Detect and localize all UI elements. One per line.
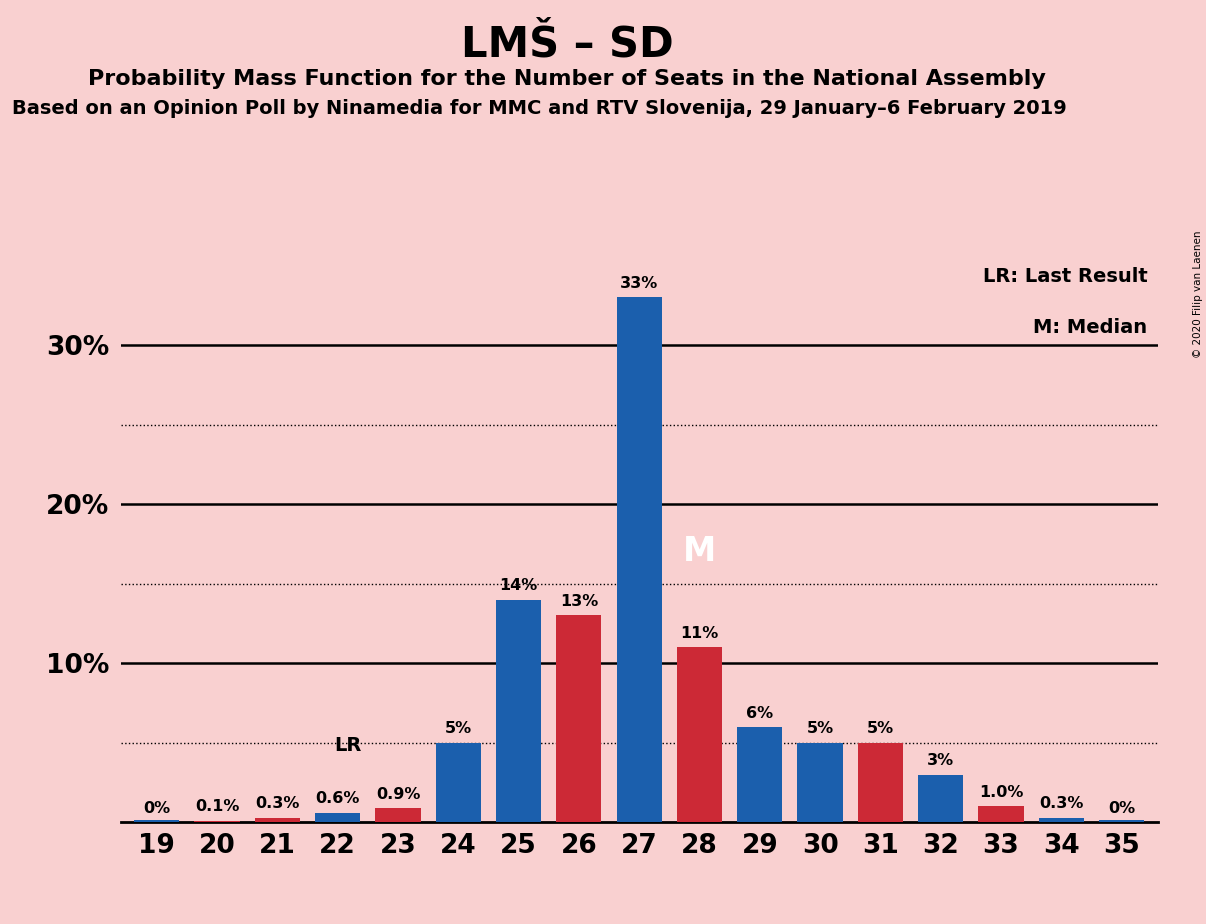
Bar xyxy=(1038,818,1084,822)
Text: Based on an Opinion Poll by Ninamedia for MMC and RTV Slovenija, 29 January–6 Fe: Based on an Opinion Poll by Ninamedia fo… xyxy=(12,99,1067,118)
Bar xyxy=(918,774,964,822)
Bar xyxy=(375,808,421,822)
Bar xyxy=(857,743,903,822)
Bar xyxy=(737,727,783,822)
Bar xyxy=(556,615,602,822)
Bar xyxy=(194,821,240,822)
Text: 5%: 5% xyxy=(867,722,894,736)
Text: 0.1%: 0.1% xyxy=(195,799,239,814)
Bar xyxy=(1099,821,1144,822)
Bar xyxy=(315,813,361,822)
Text: 0.3%: 0.3% xyxy=(256,796,299,811)
Text: LR: LR xyxy=(334,736,362,756)
Text: LMŠ – SD: LMŠ – SD xyxy=(461,23,673,65)
Text: 13%: 13% xyxy=(560,594,598,609)
Bar xyxy=(797,743,843,822)
Text: © 2020 Filip van Laenen: © 2020 Filip van Laenen xyxy=(1193,231,1202,359)
Text: 1.0%: 1.0% xyxy=(979,785,1023,800)
Text: M: Median: M: Median xyxy=(1034,318,1147,337)
Text: 0.3%: 0.3% xyxy=(1040,796,1083,811)
Text: 0.6%: 0.6% xyxy=(316,792,359,807)
Text: 11%: 11% xyxy=(680,626,719,641)
Text: 14%: 14% xyxy=(499,578,538,593)
Bar xyxy=(435,743,481,822)
Text: 0.9%: 0.9% xyxy=(376,786,420,802)
Text: Probability Mass Function for the Number of Seats in the National Assembly: Probability Mass Function for the Number… xyxy=(88,69,1046,90)
Text: 0%: 0% xyxy=(144,801,170,816)
Bar xyxy=(978,807,1024,822)
Bar xyxy=(677,648,722,822)
Bar xyxy=(254,818,300,822)
Text: LR: Last Result: LR: Last Result xyxy=(983,267,1147,286)
Text: 6%: 6% xyxy=(747,706,773,721)
Bar xyxy=(616,298,662,822)
Text: 0%: 0% xyxy=(1108,801,1135,816)
Bar xyxy=(134,821,180,822)
Text: M: M xyxy=(683,535,716,568)
Text: 5%: 5% xyxy=(807,722,833,736)
Text: 3%: 3% xyxy=(927,753,954,768)
Text: 5%: 5% xyxy=(445,722,472,736)
Text: 33%: 33% xyxy=(620,276,658,291)
Bar xyxy=(496,600,541,822)
